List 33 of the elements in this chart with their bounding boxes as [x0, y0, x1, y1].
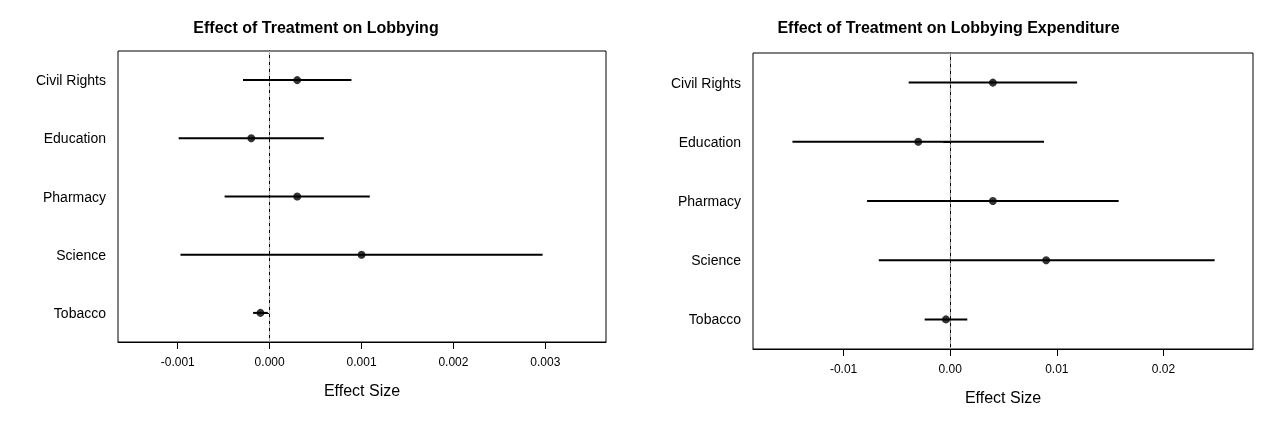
point	[293, 192, 302, 201]
point	[247, 134, 256, 143]
y-tick-label: Civil Rights	[35, 72, 106, 89]
y-tick-label: Pharmacy	[42, 188, 106, 205]
x-tick-label: 0.000	[254, 355, 285, 369]
point	[988, 197, 997, 205]
y-tick-label: Science	[691, 252, 742, 269]
y-tick-label: Tobacco	[53, 304, 107, 321]
x-tick-label: 0.001	[346, 355, 377, 369]
point	[1042, 256, 1051, 265]
point	[914, 137, 923, 146]
point	[256, 308, 265, 317]
x-tick-label: -0.01	[829, 362, 858, 376]
y-tick-label: Civil Rights	[670, 74, 741, 91]
point	[293, 76, 302, 85]
point	[941, 315, 950, 324]
y-tick-label: Science	[56, 246, 107, 263]
x-tick-label: 0.002	[438, 355, 469, 369]
x-tick-label: 0.003	[530, 355, 561, 369]
x-axis-title: Effect Size	[323, 381, 401, 399]
x-axis-title: Effect Size	[964, 388, 1042, 406]
chart-title: Effect of Treatment on Lobbying Expenditure	[777, 18, 1120, 36]
y-tick-label: Tobacco	[688, 311, 742, 328]
x-tick-label: 0.00	[938, 362, 963, 376]
point	[988, 78, 997, 87]
y-tick-label: Education	[678, 133, 741, 150]
x-tick-label: -0.001	[160, 355, 196, 369]
y-tick-label: Pharmacy	[677, 193, 741, 209]
x-tick-label: 0.01	[1045, 362, 1069, 376]
x-tick-label: 0.02	[1151, 362, 1176, 376]
chart-title: Effect of Treatment on Lobbying	[193, 18, 439, 36]
point	[357, 250, 366, 259]
y-tick-label: Education	[43, 130, 106, 147]
